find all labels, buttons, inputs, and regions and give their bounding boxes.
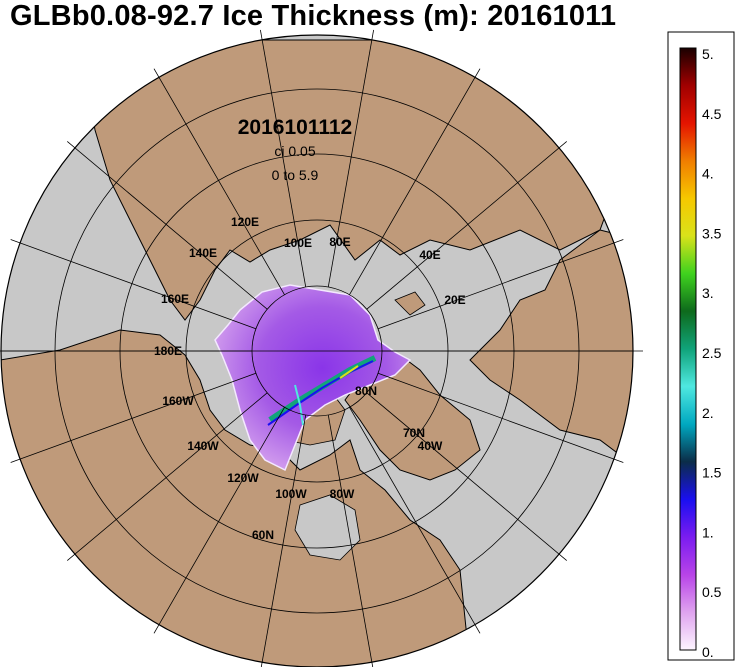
lon-label: 100W: [275, 487, 307, 501]
lon-label: 20E: [444, 293, 465, 307]
colorbar-ticks: 5. 4.5 4. 3.5 3. 2.5 2. 1.5 1. 0.5 0.: [702, 46, 722, 660]
lon-label: 120W: [227, 471, 259, 485]
colorbar-tick-label: 4.5: [702, 106, 722, 122]
sea-ice-thickest: [339, 365, 359, 379]
meridian-line: [67, 392, 268, 561]
meridian-line: [67, 141, 268, 310]
meridian-line: [349, 68, 481, 295]
colorbar-tick-label: 0.: [702, 644, 714, 660]
meridian-line: [10, 372, 257, 463]
lon-label: 140W: [187, 439, 219, 453]
hudson-bay: [294, 494, 361, 561]
sea-ice-channel: [294, 384, 304, 426]
meridian-line: [377, 239, 624, 330]
colorbar: 5. 4.5 4. 3.5 3. 2.5 2. 1.5 1. 0.5 0.: [679, 46, 722, 660]
land-svalbard: [394, 291, 426, 316]
colorbar-tick-label: 5.: [702, 46, 714, 62]
land-north-america: [1, 329, 471, 667]
colorbar-frame: [667, 31, 735, 661]
lon-label: 120E: [231, 215, 259, 229]
meridian-line: [377, 372, 624, 463]
meridian-line: [153, 68, 285, 295]
colorbar-tick-label: 1.5: [702, 465, 722, 481]
meridian-line: [327, 414, 374, 667]
land-greenland: [344, 354, 481, 481]
colorbar-tick-label: 3.: [702, 285, 714, 301]
annotation-range: 0 to 5.9: [272, 167, 319, 183]
colorbar-tick-label: 2.: [702, 405, 714, 421]
meridian-line: [259, 29, 307, 288]
map-border: [0, 34, 634, 667]
meridian-line: [366, 392, 567, 561]
lon-label: 80W: [330, 487, 355, 501]
lon-label: 80E: [329, 235, 350, 249]
lat-label: 60N: [252, 528, 274, 542]
lon-label: 40W: [418, 439, 443, 453]
meridian-line: [10, 239, 257, 330]
meridian-line: [153, 407, 285, 634]
annotation-run-date: 20161011​12: [238, 116, 352, 139]
meridian-line: [349, 407, 481, 634]
lat-label: 80N: [355, 384, 377, 398]
land-europe: [469, 229, 633, 471]
colorbar-tick-label: 3.5: [702, 225, 722, 241]
meridian-line: [366, 141, 567, 310]
lon-label: 180E: [154, 344, 182, 358]
annotation-contour-interval: ci 0.05: [274, 143, 315, 159]
land-eurasia: [79, 39, 633, 321]
map-title: GLBb0.08-92.7 Ice Thickness (m): 2016101…: [10, 0, 617, 32]
meridian-line: [327, 29, 375, 288]
colorbar-tick-label: 2.5: [702, 345, 722, 361]
sea-ice-extent: [214, 284, 412, 472]
meridian-line: [260, 414, 307, 667]
colorbar-tick-label: 4.: [702, 166, 714, 182]
lon-label: 160E: [161, 292, 189, 306]
lon-label: 100E: [284, 236, 312, 250]
sea-ice-thick-core: [267, 360, 374, 426]
lat-label: 70N: [403, 426, 425, 440]
colorbar-bar: [679, 47, 697, 651]
lon-label: 40E: [419, 248, 440, 262]
colorbar-tick-label: 0.5: [702, 584, 722, 600]
sea-ice-thick-band: [268, 355, 377, 423]
graticule: [0, 29, 643, 667]
colorbar-tick-label: 1.: [702, 524, 714, 540]
lon-label: 160W: [162, 394, 194, 408]
lon-label: 140E: [189, 246, 217, 260]
